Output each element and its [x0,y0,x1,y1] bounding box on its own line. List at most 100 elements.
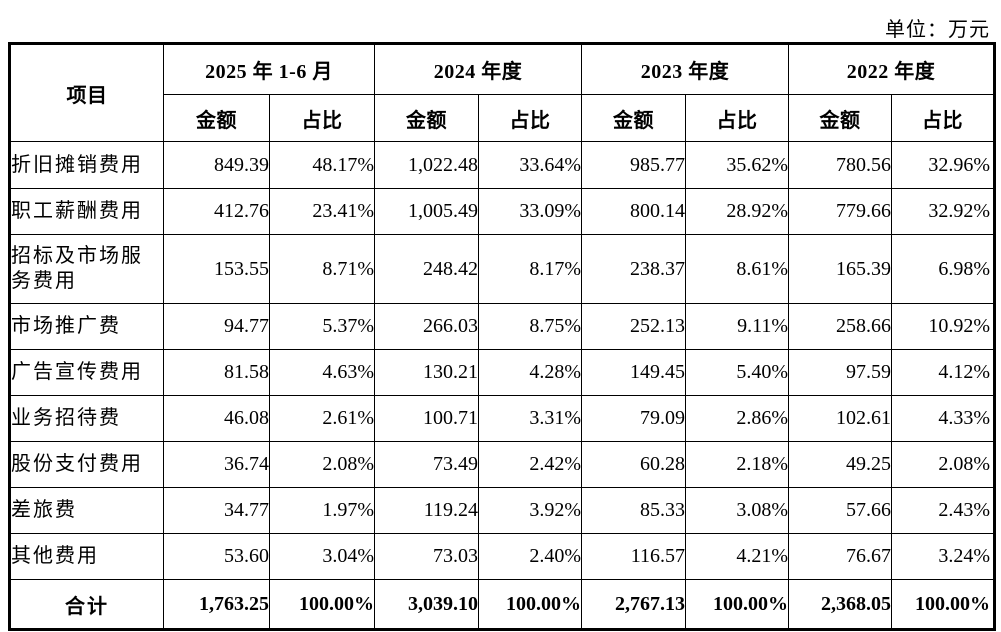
ratio-cell: 33.09% [478,188,583,235]
amount-cell: 57.66 [788,487,893,534]
ratio-cell: 48.17% [268,141,376,189]
header-ratio: 占比 [478,94,583,142]
ratio-cell: 3.04% [268,533,376,580]
amount-cell: 266.03 [374,303,480,350]
ratio-cell: 1.97% [268,487,376,534]
row-label: 市场推广费 [9,303,164,350]
amount-cell: 36.74 [163,441,270,488]
table-row: 广告宣传费用 81.58 4.63% 130.21 4.28% 149.45 5… [9,349,996,396]
ratio-cell: 32.92% [891,188,996,235]
ratio-cell: 5.37% [268,303,376,350]
amount-cell: 985.77 [581,141,687,189]
amount-cell: 46.08 [163,395,270,442]
unit-label: 单位：万元 [885,19,990,41]
header-ratio: 占比 [685,94,790,142]
header-year-group-2025: 2025 年 1-6 月 [162,43,376,95]
ratio-cell: 4.63% [268,349,376,396]
amount-cell: 3,039.10 [374,579,480,630]
table-row: 股份支付费用 36.74 2.08% 73.49 2.42% 60.28 2.1… [9,441,996,488]
amount-cell: 258.66 [788,303,893,350]
ratio-cell: 3.24% [891,533,996,580]
amount-cell: 94.77 [163,303,270,350]
amount-cell: 97.59 [788,349,893,396]
row-label: 职工薪酬费用 [9,188,164,235]
amount-cell: 116.57 [581,533,687,580]
row-label: 股份支付费用 [9,441,164,488]
row-label: 业务招待费 [9,395,164,442]
ratio-cell: 2.43% [891,487,996,534]
ratio-cell: 28.92% [685,188,790,235]
amount-cell: 102.61 [788,395,893,442]
amount-cell: 119.24 [374,487,480,534]
row-label: 广告宣传费用 [9,349,164,396]
expense-table: 项目 2025 年 1-6 月 2024 年度 2023 年度 2022 年度 … [8,42,997,631]
ratio-cell: 2.08% [891,441,996,488]
ratio-cell: 2.40% [478,533,583,580]
amount-cell: 60.28 [581,441,687,488]
ratio-cell: 8.17% [478,234,583,304]
ratio-cell: 2.61% [268,395,376,442]
ratio-cell: 23.41% [268,188,376,235]
table-row: 其他费用 53.60 3.04% 73.03 2.40% 116.57 4.21… [9,533,996,580]
amount-cell: 252.13 [581,303,687,350]
ratio-cell: 5.40% [685,349,790,396]
table-row: 业务招待费 46.08 2.61% 100.71 3.31% 79.09 2.8… [9,395,996,442]
total-row: 合计 1,763.25 100.00% 3,039.10 100.00% 2,7… [9,579,996,630]
amount-cell: 849.39 [163,141,270,189]
row-label: 折旧摊销费用 [9,141,164,189]
table-row: 折旧摊销费用 849.39 48.17% 1,022.48 33.64% 985… [9,141,996,189]
amount-cell: 79.09 [581,395,687,442]
header-year-group-2024: 2024 年度 [374,43,583,95]
row-label: 招标及市场服务费用 [9,234,164,304]
ratio-cell: 2.42% [478,441,583,488]
amount-cell: 153.55 [163,234,270,304]
ratio-cell: 8.61% [685,234,790,304]
ratio-cell: 2.18% [685,441,790,488]
amount-cell: 100.71 [374,395,480,442]
table-row: 职工薪酬费用 412.76 23.41% 1,005.49 33.09% 800… [9,188,996,235]
header-item: 项目 [9,43,164,142]
header-ratio: 占比 [891,94,996,142]
ratio-cell: 33.64% [478,141,583,189]
ratio-cell: 100.00% [478,579,583,630]
amount-cell: 780.56 [788,141,893,189]
ratio-cell: 100.00% [891,579,996,630]
ratio-cell: 4.21% [685,533,790,580]
header-amount: 金额 [163,94,270,142]
amount-cell: 238.37 [581,234,687,304]
header-year-group-2023: 2023 年度 [581,43,790,95]
amount-cell: 1,763.25 [163,579,270,630]
ratio-cell: 100.00% [685,579,790,630]
ratio-cell: 8.71% [268,234,376,304]
header-amount: 金额 [581,94,687,142]
ratio-cell: 3.92% [478,487,583,534]
ratio-cell: 3.31% [478,395,583,442]
ratio-cell: 4.12% [891,349,996,396]
amount-cell: 248.42 [374,234,480,304]
amount-cell: 2,767.13 [581,579,687,630]
ratio-cell: 35.62% [685,141,790,189]
amount-cell: 130.21 [374,349,480,396]
amount-cell: 1,022.48 [374,141,480,189]
row-label: 其他费用 [9,533,164,580]
amount-cell: 81.58 [163,349,270,396]
table-row: 差旅费 34.77 1.97% 119.24 3.92% 85.33 3.08%… [9,487,996,534]
amount-cell: 165.39 [788,234,893,304]
amount-cell: 49.25 [788,441,893,488]
table-row: 招标及市场服务费用 153.55 8.71% 248.42 8.17% 238.… [9,234,996,304]
amount-cell: 149.45 [581,349,687,396]
amount-cell: 2,368.05 [788,579,893,630]
header-amount: 金额 [788,94,893,142]
table-row: 市场推广费 94.77 5.37% 266.03 8.75% 252.13 9.… [9,303,996,350]
header-ratio: 占比 [268,94,376,142]
ratio-cell: 100.00% [268,579,376,630]
ratio-cell: 4.28% [478,349,583,396]
amount-cell: 76.67 [788,533,893,580]
header-row-years: 项目 2025 年 1-6 月 2024 年度 2023 年度 2022 年度 [9,43,996,142]
ratio-cell: 2.86% [685,395,790,442]
header-row-sub: 金额 占比 金额 占比 金额 占比 金额 占比 [10,94,996,142]
amount-cell: 412.76 [163,188,270,235]
ratio-cell: 8.75% [478,303,583,350]
ratio-cell: 4.33% [891,395,996,442]
